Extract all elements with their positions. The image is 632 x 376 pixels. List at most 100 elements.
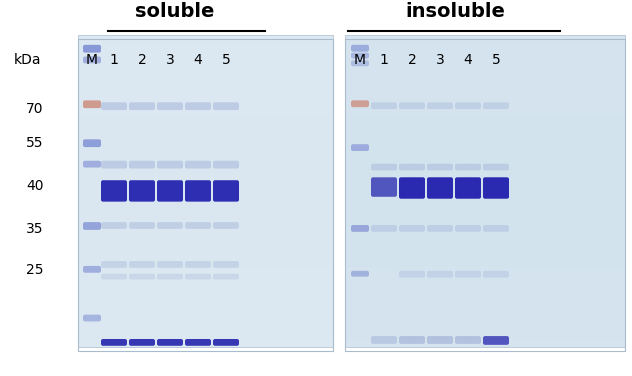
Bar — [345, 230, 625, 231]
FancyBboxPatch shape — [129, 339, 155, 346]
Bar — [78, 157, 333, 158]
Bar — [345, 61, 625, 62]
Bar — [78, 224, 333, 225]
Bar — [78, 177, 333, 178]
Bar — [78, 119, 333, 120]
Bar — [78, 94, 333, 96]
Bar — [345, 112, 625, 113]
Bar — [345, 138, 625, 139]
Bar — [345, 104, 625, 105]
FancyBboxPatch shape — [483, 177, 509, 199]
Bar — [78, 284, 333, 285]
FancyBboxPatch shape — [483, 164, 509, 170]
Bar — [345, 328, 625, 329]
Bar — [78, 212, 333, 213]
Bar — [78, 198, 333, 199]
Bar — [345, 89, 625, 91]
FancyBboxPatch shape — [427, 271, 453, 277]
Bar — [345, 225, 625, 226]
FancyBboxPatch shape — [483, 336, 509, 345]
Bar — [345, 35, 625, 36]
Bar — [78, 155, 333, 156]
Bar — [78, 109, 333, 110]
Bar — [78, 106, 333, 107]
Bar — [345, 217, 625, 218]
Bar — [78, 243, 333, 244]
Bar — [345, 55, 625, 56]
Bar — [345, 46, 625, 47]
FancyBboxPatch shape — [83, 222, 101, 230]
Bar — [345, 268, 625, 269]
Bar — [345, 231, 625, 232]
Bar — [345, 76, 625, 77]
Bar — [78, 301, 333, 302]
Bar — [78, 71, 333, 72]
Bar — [345, 259, 625, 260]
Bar — [345, 180, 625, 181]
Bar — [345, 106, 625, 107]
Bar — [78, 290, 333, 291]
Bar — [78, 314, 333, 315]
Bar — [345, 141, 625, 142]
Bar — [345, 264, 625, 265]
Bar — [345, 150, 625, 151]
FancyBboxPatch shape — [371, 164, 397, 170]
Bar — [78, 208, 333, 209]
Bar — [345, 157, 625, 158]
Bar — [78, 323, 333, 324]
Bar — [345, 51, 625, 52]
Bar — [78, 261, 333, 262]
Bar — [78, 282, 333, 284]
Bar — [345, 188, 625, 189]
Text: 1: 1 — [380, 53, 389, 67]
Bar — [345, 234, 625, 235]
Bar — [78, 99, 333, 100]
Bar — [78, 188, 333, 189]
Bar — [345, 165, 625, 167]
Bar — [78, 258, 333, 259]
FancyBboxPatch shape — [157, 161, 183, 168]
Bar — [345, 115, 625, 116]
Bar — [78, 47, 333, 48]
Bar — [345, 330, 625, 331]
Bar — [345, 149, 625, 150]
Bar — [78, 96, 333, 97]
FancyBboxPatch shape — [483, 271, 509, 277]
Bar — [345, 151, 625, 152]
Bar — [78, 267, 333, 268]
Bar — [345, 282, 625, 284]
Bar — [345, 163, 625, 164]
Bar — [345, 256, 625, 257]
FancyBboxPatch shape — [83, 161, 101, 168]
Bar — [345, 75, 625, 76]
Bar — [345, 145, 625, 146]
Bar — [345, 54, 625, 55]
Bar — [345, 83, 625, 84]
Bar — [345, 99, 625, 100]
Bar — [345, 174, 625, 175]
FancyBboxPatch shape — [101, 274, 127, 280]
Bar — [78, 173, 333, 174]
Text: 3: 3 — [435, 53, 444, 67]
Bar — [345, 318, 625, 320]
Bar — [78, 276, 333, 277]
Bar — [345, 109, 625, 110]
Bar — [78, 144, 333, 145]
Bar — [78, 233, 333, 234]
Bar — [345, 224, 625, 225]
Bar — [345, 302, 625, 303]
Bar — [345, 87, 625, 88]
Bar — [78, 242, 333, 243]
Bar — [345, 295, 625, 296]
Bar — [78, 296, 333, 297]
Bar — [345, 329, 625, 330]
Bar — [345, 288, 625, 289]
Bar — [78, 186, 333, 187]
Bar — [78, 110, 333, 111]
Bar — [345, 219, 625, 220]
Bar — [78, 193, 333, 194]
FancyBboxPatch shape — [83, 45, 101, 53]
Bar — [345, 179, 625, 180]
Bar — [345, 117, 625, 118]
Bar — [78, 72, 333, 73]
